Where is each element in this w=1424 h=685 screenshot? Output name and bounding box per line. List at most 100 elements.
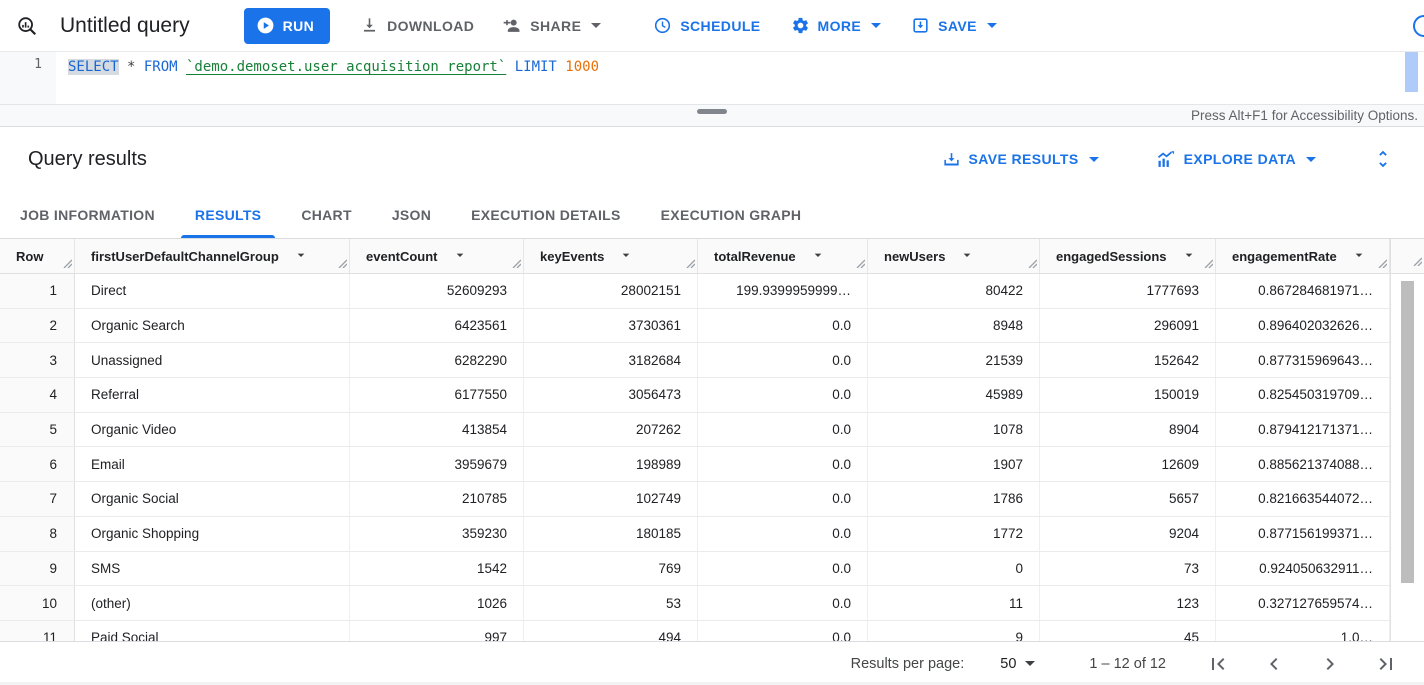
key-events-cell: 28002151 <box>524 274 698 308</box>
results-tab[interactable]: CHART <box>281 191 372 238</box>
more-button[interactable]: MORE <box>791 16 882 35</box>
column-menu-caret-icon[interactable] <box>1351 247 1367 266</box>
next-page-button[interactable] <box>1318 652 1342 676</box>
new-users-cell: 21539 <box>868 343 1040 378</box>
column-header[interactable]: firstUserDefaultChannelGroup <box>75 239 350 273</box>
total-revenue-cell: 0.0 <box>698 586 868 620</box>
chevron-down-icon <box>1306 156 1316 162</box>
save-button[interactable]: SAVE <box>911 16 997 35</box>
query-title: Untitled query <box>60 13 190 37</box>
sql-editor[interactable]: 1 SELECT * FROM `demo.demoset.user_acquisit… <box>0 52 1424 104</box>
new-users-cell: 9 <box>868 620 1040 641</box>
editor-scrollbar-thumb[interactable] <box>1405 52 1418 92</box>
column-header[interactable]: engagedSessions <box>1040 239 1216 273</box>
column-header[interactable]: eventCount <box>350 239 524 273</box>
column-header[interactable]: keyEvents <box>524 239 698 273</box>
key-events-cell: 198989 <box>524 447 698 482</box>
channel-group-cell: Organic Social <box>75 482 350 516</box>
chevron-down-icon <box>591 23 602 28</box>
key-events-cell: 180185 <box>524 516 698 551</box>
panel-resize-handle[interactable] <box>697 109 727 114</box>
table-row[interactable]: 10 (other) 1026 53 0.0 11 123 0.32712765… <box>0 586 1390 621</box>
column-resize-handle-icon[interactable] <box>338 256 348 271</box>
schedule-button[interactable]: SCHEDULE <box>653 16 760 35</box>
results-tab[interactable]: JOB INFORMATION <box>0 191 175 238</box>
total-revenue-cell: 0.0 <box>698 378 868 412</box>
table-row[interactable]: 8 Organic Shopping 359230 180185 0.0 177… <box>0 516 1390 552</box>
table-row[interactable]: 6 Email 3959679 198989 0.0 1907 12609 0.… <box>0 447 1390 483</box>
first-page-button[interactable] <box>1206 652 1230 676</box>
results-tab[interactable]: JSON <box>372 191 451 238</box>
query-results-header: Query results SAVE RESULTS <box>0 127 1424 191</box>
chevron-down-icon <box>871 23 882 28</box>
engagement-rate-cell: 1.0… <box>1216 620 1390 641</box>
engaged-sessions-cell: 73 <box>1040 551 1216 586</box>
results-tab[interactable]: RESULTS <box>175 191 281 238</box>
new-users-cell: 1078 <box>868 412 1040 447</box>
event-count-cell: 52609293 <box>350 274 524 308</box>
explore-data-button[interactable]: EXPLORE DATA <box>1155 149 1316 170</box>
new-users-cell: 1772 <box>868 516 1040 551</box>
column-header[interactable]: engagementRate <box>1216 239 1390 273</box>
channel-group-cell: Organic Shopping <box>75 516 350 551</box>
column-resize-handle-icon[interactable] <box>1028 256 1038 271</box>
channel-group-cell: Email <box>75 447 350 482</box>
key-events-cell: 53 <box>524 586 698 620</box>
results-tab-bar: JOB INFORMATION RESULTS CHART JSON EXECU… <box>0 191 1424 239</box>
engaged-sessions-cell: 45 <box>1040 620 1216 641</box>
column-menu-caret-icon[interactable] <box>1181 247 1197 266</box>
new-users-cell: 80422 <box>868 274 1040 308</box>
expand-panel-button[interactable] <box>1372 148 1394 170</box>
previous-page-button[interactable] <box>1262 652 1286 676</box>
run-button[interactable]: RUN <box>243 7 331 44</box>
results-tab[interactable]: EXECUTION GRAPH <box>641 191 822 238</box>
engaged-sessions-cell: 5657 <box>1040 482 1216 516</box>
column-resize-handle-icon[interactable] <box>63 256 73 271</box>
key-events-cell: 3056473 <box>524 378 698 412</box>
column-menu-caret-icon[interactable] <box>959 247 975 266</box>
column-resize-handle-icon[interactable] <box>856 256 866 271</box>
table-row[interactable]: 9 SMS 1542 769 0.0 0 73 0.924050632911… <box>0 551 1390 587</box>
column-menu-caret-icon[interactable] <box>810 247 826 266</box>
save-results-button[interactable]: SAVE RESULTS <box>942 150 1099 169</box>
channel-group-cell: Organic Search <box>75 308 350 343</box>
share-button[interactable]: SHARE <box>502 16 602 36</box>
table-row[interactable]: 11 Paid Social 997 494 0.0 9 45 1.0… <box>0 620 1390 641</box>
table-scrollbar-track[interactable] <box>1390 239 1424 641</box>
row-number-cell: 9 <box>0 551 75 586</box>
event-count-cell: 6282290 <box>350 343 524 378</box>
sql-code-line[interactable]: SELECT * FROM `demo.demoset.user_acquisitio… <box>56 52 599 104</box>
download-button[interactable]: DOWNLOAD <box>360 16 474 35</box>
column-header[interactable]: newUsers <box>868 239 1040 273</box>
column-menu-caret-icon[interactable] <box>452 247 468 266</box>
channel-group-cell: Direct <box>75 274 350 308</box>
column-menu-caret-icon[interactable] <box>293 247 309 266</box>
page-size-select[interactable]: 50 <box>1000 656 1036 672</box>
event-count-cell: 359230 <box>350 516 524 551</box>
sql-keyword-limit: LIMIT <box>514 59 557 75</box>
table-row[interactable]: 7 Organic Social 210785 102749 0.0 1786 … <box>0 482 1390 517</box>
table-row[interactable]: 1 Direct 52609293 28002151 199.939995999… <box>0 274 1390 309</box>
column-resize-handle-icon[interactable] <box>686 256 696 271</box>
table-row[interactable]: 4 Referral 6177550 3056473 0.0 45989 150… <box>0 378 1390 413</box>
table-row[interactable]: 5 Organic Video 413854 207262 0.0 1078 8… <box>0 412 1390 448</box>
table-scrollbar-thumb[interactable] <box>1401 281 1414 583</box>
sql-table-reference[interactable]: `demo.demoset.user_acquisition_report` <box>186 59 507 75</box>
column-menu-caret-icon[interactable] <box>618 247 634 266</box>
results-tab[interactable]: EXECUTION DETAILS <box>451 191 641 238</box>
table-row[interactable]: 2 Organic Search 6423561 3730361 0.0 894… <box>0 308 1390 344</box>
column-header[interactable]: Row <box>0 239 75 273</box>
table-header-row: Row firstUserDefaultChannelGroup <box>0 239 1390 274</box>
gear-icon <box>791 16 810 35</box>
row-number-cell: 1 <box>0 274 75 308</box>
column-resize-handle-icon[interactable] <box>512 256 522 271</box>
table-row[interactable]: 3 Unassigned 6282290 3182684 0.0 21539 1… <box>0 343 1390 379</box>
key-events-cell: 3730361 <box>524 308 698 343</box>
column-header[interactable]: totalRevenue <box>698 239 868 273</box>
chevron-down-icon <box>1025 661 1036 666</box>
column-resize-handle-icon[interactable] <box>1378 256 1388 271</box>
column-resize-handle-icon[interactable] <box>1204 256 1214 271</box>
column-resize-handle-icon[interactable] <box>1413 253 1423 271</box>
chevron-down-icon <box>986 23 997 28</box>
last-page-button[interactable] <box>1374 652 1398 676</box>
